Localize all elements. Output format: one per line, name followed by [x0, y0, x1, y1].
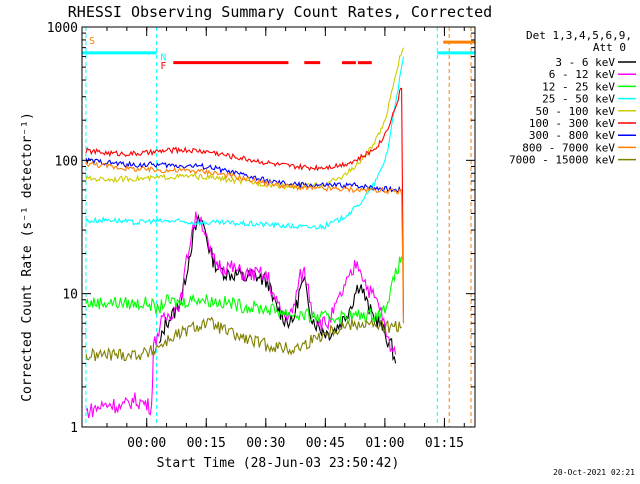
flag-label-s: S — [89, 36, 95, 47]
series-line-12-25-kev — [85, 256, 403, 325]
x-tick-label-0015: 00:15 — [187, 436, 226, 451]
legend-label-7000-15000-kev: 7000 - 15000 keV — [509, 154, 615, 167]
series-line-300-800-kev — [85, 157, 402, 193]
legend-label-300-800-kev: 300 - 800 keV — [529, 129, 615, 142]
series-layer — [85, 47, 405, 419]
series-line-100-300-kev — [85, 87, 405, 324]
legend-header-detectors: Det 1,3,4,5,6,9, — [526, 29, 632, 42]
y-tick-label-1000: 1000 — [47, 21, 78, 36]
flag-label-f: F — [160, 61, 166, 72]
y-tick-label-10: 10 — [62, 288, 78, 303]
y-axis-label: Corrected Count Rate (s⁻¹ detector⁻¹) — [20, 112, 35, 402]
legend-label-12-25-kev: 12 - 25 keV — [542, 80, 615, 93]
x-tick-label-0030: 00:30 — [246, 436, 285, 451]
axes-layer: 1 10 100 1000 00:00 00:15 00:30 00:45 01:00 01:15 — [47, 21, 476, 451]
legend-label-100-300-kev: 100 - 300 keV — [529, 117, 615, 130]
legend-label-800-7000-kev: 800 - 7000 keV — [522, 141, 615, 154]
x-tick-label-0000: 00:00 — [127, 436, 166, 451]
flag-label-n: N — [160, 53, 166, 64]
x-tick-label-0100: 01:00 — [365, 436, 404, 451]
x-tick-label-0115: 01:15 — [425, 436, 464, 451]
chart-title: RHESSI Observing Summary Count Rates, Co… — [68, 3, 492, 21]
y-tick-label-100: 100 — [55, 154, 78, 169]
x-axis-label: Start Time (28-Jun-03 23:50:42) — [157, 456, 400, 471]
y-tick-label-1: 1 — [70, 421, 78, 436]
legend-label-25-50-kev: 25 - 50 keV — [542, 93, 615, 106]
plot-frame — [81, 26, 476, 428]
series-line-6-12-kev — [85, 211, 397, 419]
series-line-3-6-kev — [158, 214, 397, 364]
x-tick-label-0045: 00:45 — [306, 436, 345, 451]
legend-header-attenuator: Att 0 — [593, 41, 626, 54]
legend-label-6-12-kev: 6 - 12 keV — [549, 68, 616, 81]
series-line-800-7000-kev — [85, 161, 405, 324]
series-line-7000-15000-kev — [85, 316, 402, 362]
flag-layer: S NF — [82, 27, 475, 427]
series-line-25-50-kev — [85, 56, 405, 230]
generated-timestamp: 20-Oct-2021 02:21 — [553, 468, 635, 477]
legend-label-3-6-kev: 3 - 6 keV — [555, 56, 615, 69]
legend-label-50-100-kev: 50 - 100 keV — [536, 105, 616, 118]
